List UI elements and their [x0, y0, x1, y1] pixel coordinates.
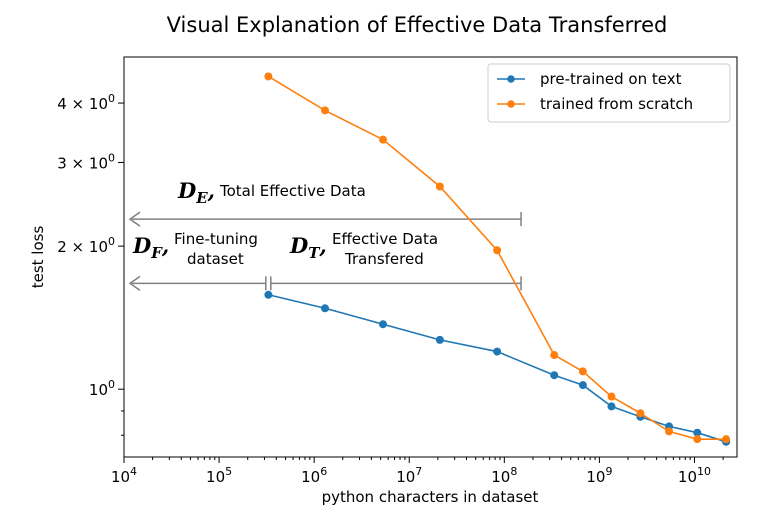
legend-label-scratch: trained from scratch	[540, 95, 693, 113]
annotation-effective-data-transfered: DT, Effective Data Transfered	[289, 230, 438, 268]
y-tick-label-3: 4 × 100	[57, 92, 115, 113]
svg-text:DE,: DE,	[177, 178, 215, 207]
annotation-df-label-line1: Fine-tuning	[174, 230, 258, 248]
annotation-arrow-0	[128, 211, 522, 227]
series-0-point-6	[578, 381, 587, 390]
x-tick-label-6: 1010	[678, 465, 711, 486]
annotation-dt-subscript: T	[308, 244, 321, 262]
series-0-point-4	[493, 347, 502, 356]
annotation-dt-symbol: D	[289, 233, 309, 258]
annotations: DE, Total Effective Data DF, Fine-tuning…	[128, 178, 522, 291]
legend: pre-trained on text trained from scratch	[487, 63, 731, 123]
legend-marker-pretrained	[507, 75, 515, 83]
series-layer	[264, 72, 731, 446]
series-line-0	[268, 294, 727, 443]
x-tick-label-2: 106	[301, 465, 327, 486]
legend-marker-scratch	[507, 100, 515, 108]
series-0-point-5	[550, 371, 559, 380]
annotation-df-label-line2: dataset	[187, 250, 244, 268]
annotation-df-subscript: F	[150, 244, 163, 262]
annotation-de-subscript: E	[195, 189, 208, 207]
x-tick-label-5: 109	[586, 465, 612, 486]
y-tick-label-0: 100	[89, 378, 115, 399]
x-axis-ticks: 104 105 106 107 108 109 1010	[111, 457, 724, 486]
legend-label-pretrained: pre-trained on text	[540, 70, 682, 88]
x-tick-label-1: 105	[206, 465, 232, 486]
plot-area	[123, 56, 738, 458]
svg-text:DT,: DT,	[289, 233, 327, 262]
chart-title: Visual Explanation of Effective Data Tra…	[167, 13, 668, 37]
annotation-arrows	[128, 211, 522, 291]
annotation-fine-tuning-dataset: DF, Fine-tuning dataset	[132, 230, 258, 268]
x-axis-label: python characters in dataset	[322, 488, 539, 506]
series-1-point-6	[578, 367, 587, 376]
series-1-point-1	[320, 106, 329, 115]
x-tick-label-3: 107	[396, 465, 422, 486]
svg-text:DF,: DF,	[132, 233, 169, 262]
y-axis-label: test loss	[29, 226, 47, 289]
series-1-point-11	[722, 435, 731, 444]
series-0-point-10	[693, 428, 702, 437]
series-line-1	[267, 75, 727, 440]
series-1-point-0	[264, 72, 273, 81]
series-0-point-3	[435, 335, 444, 344]
annotation-df-symbol: D	[132, 233, 152, 258]
series-1-point-8	[636, 409, 645, 418]
x-tick-label-4: 108	[491, 465, 517, 486]
annotation-dt-label-line1: Effective Data	[332, 230, 438, 248]
series-1-point-9	[665, 427, 674, 436]
annotation-total-effective-data: DE, Total Effective Data	[177, 178, 366, 207]
series-1-point-2	[379, 135, 388, 144]
x-tick-label-0: 104	[111, 465, 137, 486]
series-0-point-1	[320, 304, 329, 313]
annotation-de-symbol: D	[177, 178, 197, 203]
annotation-arrow-1	[128, 275, 267, 291]
annotation-arrow-2	[270, 276, 522, 291]
legend-box	[487, 63, 731, 123]
y-tick-label-2: 3 × 100	[57, 151, 115, 172]
series-1-point-5	[550, 351, 559, 360]
y-axis-ticks: 100 2 × 100 3 × 100 4 × 100	[57, 92, 124, 436]
series-1-point-4	[493, 246, 502, 255]
series-1-point-3	[435, 182, 444, 191]
series-1-point-10	[693, 435, 702, 444]
y-tick-label-1: 2 × 100	[57, 235, 115, 256]
series-0-point-0	[264, 290, 273, 299]
annotation-de-label: Total Effective Data	[219, 182, 366, 200]
series-0-point-7	[607, 402, 616, 411]
annotation-dt-label-line2: Transfered	[344, 250, 424, 268]
series-1-point-7	[607, 392, 616, 401]
series-0-point-2	[379, 320, 388, 329]
